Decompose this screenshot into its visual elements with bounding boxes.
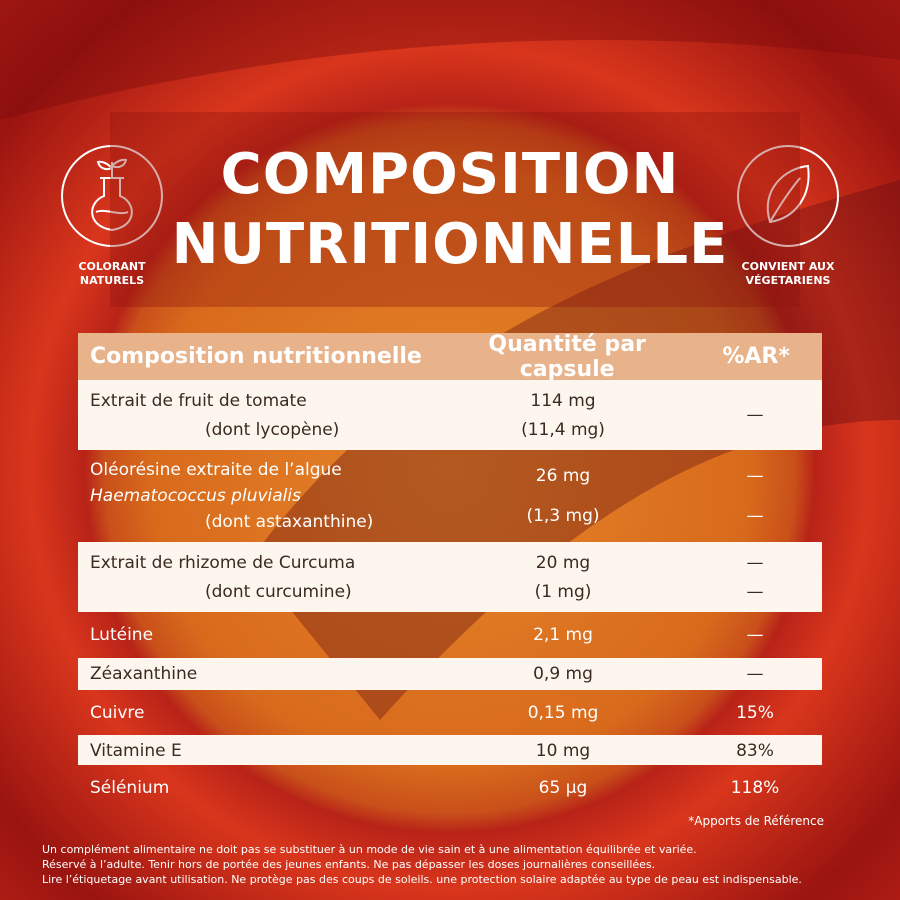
cell-text: — [746,664,764,684]
cell-text: Cuivre [90,702,145,723]
table-cell: 65 µg [438,765,688,810]
badge-right: CONVIENT AUX VÉGETARIENS [723,260,853,288]
badge-text: VÉGETARIENS [745,274,831,287]
table-cell: 26 mg (1,3 mg) [438,450,688,542]
cell-text: 0,15 mg [527,702,599,723]
cell-text: 26 mg [535,466,591,486]
table-row: Cuivre 0,15 mg 15% [78,690,822,735]
cell-text: (1 mg) [534,581,592,602]
disclaimer: Réservé à l’adulte. Tenir hors de portée… [42,858,656,871]
table-cell: Lutéine [78,612,438,658]
badge-text: NATURELS [79,274,145,287]
cell-text: (1,3 mg) [526,506,600,526]
footnote: *Apports de Référence [688,814,824,828]
table-cell: Extrait de fruit de tomate (dont lycopène… [78,380,438,450]
cell-text: Extrait de rhizome de Curcuma [90,552,356,573]
cell-text: (dont astaxanthine) [205,511,374,532]
cell-text: — [746,625,764,645]
header-cell: Quantité par capsule [488,331,646,382]
table-cell: 15% [688,690,822,735]
table-cell: 83% [688,735,822,765]
table-cell: — — [688,450,822,542]
header-cell: Composition nutritionnelle [90,344,422,369]
disclaimer: Un complément alimentaire ne doit pas se… [42,843,697,856]
table-row: Zéaxanthine 0,9 mg — [78,658,822,690]
table-row: Extrait de fruit de tomate (dont lycopène… [78,380,822,450]
table-cell: 20 mg (1 mg) [438,542,688,612]
table-cell: Sélénium [78,765,438,810]
cell-text: — [746,506,764,526]
cell-text: Lutéine [90,625,154,645]
table-cell: — [688,612,822,658]
cell-text: (dont lycopène) [205,419,340,440]
cell-text: Haematococcus pluvialis [90,485,301,506]
table-cell: Extrait de rhizome de Curcuma (dont curcu… [78,542,438,612]
table-cell: Zéaxanthine [78,658,438,690]
cell-text: 0,9 mg [533,664,593,684]
table-row: Lutéine 2,1 mg — [78,612,822,658]
cell-text: 65 µg [538,777,588,798]
cell-text: 10 mg [535,741,591,761]
table-header: Composition nutritionnelle Quantité par … [78,331,822,382]
title-banner [110,112,800,307]
cell-text: Sélénium [90,777,170,798]
badge-text: COLORANT [78,260,146,273]
table-cell: Oléorésine extraite de l’algue Haematococ… [78,450,438,542]
table-row: Extrait de rhizome de Curcuma (dont curcu… [78,542,822,612]
cell-text: — [746,405,764,425]
table-cell: 10 mg [438,735,688,765]
cell-text: (dont curcumine) [205,581,352,602]
table-cell: 118% [688,765,822,810]
cell-text: 118% [730,777,780,798]
cell-text: — [746,581,764,602]
badge-text: CONVIENT AUX [741,260,835,273]
table-row: Vitamine E 10 mg 83% [78,735,822,765]
header-cell: %AR* [722,344,790,369]
cell-text: Zéaxanthine [90,664,198,684]
table-cell: — — [688,542,822,612]
cell-text: Oléorésine extraite de l’algue [90,460,342,481]
table-row: Oléorésine extraite de l’algue Haematococ… [78,450,822,542]
cell-text: Vitamine E [90,741,182,761]
cell-text: (11,4 mg) [521,419,605,440]
cell-text: 20 mg [535,552,591,573]
table: Composition nutritionnelle Quantité par … [78,331,822,810]
table-cell: 0,15 mg [438,690,688,735]
title-line: COMPOSITION [220,142,680,207]
cell-text: 2,1 mg [533,625,593,645]
title-line: NUTRITIONNELLE [171,212,729,277]
table-cell: Vitamine E [78,735,438,765]
table-row: Sélénium 65 µg 118% [78,765,822,810]
table-cell: 114 mg (11,4 mg) [438,380,688,450]
cell-text: 15% [736,702,774,723]
cell-text: Extrait de fruit de tomate [90,390,307,411]
table-cell: — [688,380,822,450]
cell-text: 114 mg [530,390,596,411]
cell-text: — [746,466,764,486]
badge-left: COLORANT NATURELS [47,260,177,288]
cell-text: 83% [736,741,774,761]
table-cell: — [688,658,822,690]
cell-text: — [746,552,764,573]
table-cell: 0,9 mg [438,658,688,690]
disclaimer: Lire l’étiquetage avant utilisation. Ne … [42,873,802,886]
table-cell: Cuivre [78,690,438,735]
table-cell: 2,1 mg [438,612,688,658]
